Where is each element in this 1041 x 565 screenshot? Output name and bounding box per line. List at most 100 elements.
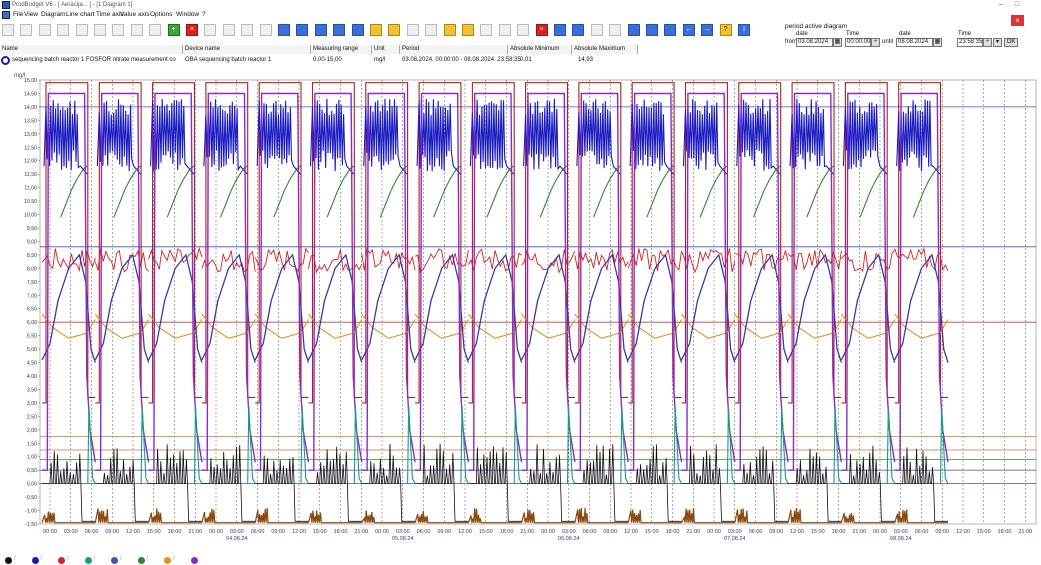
series-dot[interactable] bbox=[164, 557, 171, 564]
list-icon[interactable] bbox=[351, 24, 364, 36]
preview-icon[interactable] bbox=[75, 24, 88, 36]
axis-icon[interactable] bbox=[462, 24, 474, 36]
zoom-icon[interactable] bbox=[406, 24, 419, 36]
help-icon[interactable]: ? bbox=[719, 24, 732, 36]
series-navy bbox=[361, 253, 416, 363]
series-dot[interactable] bbox=[5, 557, 12, 564]
chart-icon[interactable] bbox=[204, 24, 217, 36]
close-button[interactable]: × bbox=[1011, 15, 1024, 26]
from-date-field[interactable]: 03.08.2024 bbox=[796, 38, 833, 47]
separator: / bbox=[40, 556, 43, 562]
x-tick-label: 15:00 bbox=[313, 529, 327, 535]
zoom-out-icon[interactable] bbox=[296, 24, 309, 36]
menu-value-axis[interactable]: Value axis bbox=[120, 11, 150, 18]
x-tick-label: 09:00 bbox=[603, 529, 617, 535]
import-icon[interactable] bbox=[609, 24, 622, 36]
fit-icon[interactable] bbox=[314, 24, 327, 36]
zoom-in-icon[interactable] bbox=[278, 24, 290, 36]
print-icon[interactable] bbox=[57, 24, 70, 36]
separator: / bbox=[93, 556, 96, 562]
delete2-icon[interactable]: × bbox=[535, 24, 548, 36]
menu-time-axis[interactable]: Time axis bbox=[96, 11, 124, 18]
row-name[interactable]: sequencing batch reactor 1 FOSFOR nitrat… bbox=[12, 57, 176, 63]
menu-help[interactable]: ? bbox=[202, 11, 206, 18]
header-range[interactable]: Measuring range bbox=[311, 45, 372, 54]
y-axis-label: mg/l bbox=[14, 73, 25, 79]
header-min[interactable]: Absolute Minimum bbox=[508, 45, 572, 54]
window2-icon[interactable] bbox=[388, 24, 401, 36]
range-icon[interactable] bbox=[443, 24, 456, 36]
menu-options[interactable]: Options bbox=[150, 11, 173, 18]
until-calendar-button[interactable]: ▦ bbox=[933, 38, 942, 47]
from-label: from bbox=[785, 39, 797, 45]
cut-icon[interactable] bbox=[130, 24, 143, 36]
from-time-spinner[interactable]: ÷ bbox=[871, 38, 880, 47]
maximize-button[interactable]: □ bbox=[1014, 1, 1020, 8]
open-icon[interactable] bbox=[20, 24, 33, 36]
delete-icon[interactable]: × bbox=[186, 24, 198, 36]
undo-icon[interactable] bbox=[149, 24, 162, 36]
save-icon[interactable] bbox=[38, 24, 51, 36]
scale-icon[interactable] bbox=[425, 24, 438, 36]
copy2-icon[interactable] bbox=[498, 24, 511, 36]
series-dot[interactable] bbox=[84, 557, 92, 564]
split-icon[interactable] bbox=[646, 24, 658, 36]
series-dot[interactable] bbox=[58, 557, 65, 564]
tile-icon[interactable] bbox=[664, 24, 677, 36]
minimize-button[interactable]: – bbox=[999, 1, 1003, 8]
series-step bbox=[42, 82, 96, 404]
menu-file[interactable]: File bbox=[13, 11, 24, 18]
series-brown bbox=[734, 508, 789, 524]
series-oscillation bbox=[469, 99, 515, 175]
header-max[interactable]: Absolute Maximum bbox=[572, 45, 638, 54]
menu-line-chart[interactable]: Line chart bbox=[66, 11, 95, 18]
until-date-field[interactable]: 08.08.2024 bbox=[896, 38, 933, 47]
header-period[interactable]: Period bbox=[400, 45, 508, 54]
forward-icon[interactable]: → bbox=[701, 24, 714, 36]
until-time-field[interactable]: 23:58:35 bbox=[957, 38, 983, 47]
menu-view[interactable]: View bbox=[24, 11, 38, 18]
copy-icon[interactable] bbox=[94, 24, 106, 36]
grid2-icon[interactable] bbox=[627, 24, 640, 36]
filter-icon[interactable] bbox=[554, 24, 566, 36]
back-icon[interactable]: ← bbox=[682, 24, 695, 36]
menu-window[interactable]: Window bbox=[176, 11, 200, 18]
x-tick-label: 15:00 bbox=[645, 529, 659, 535]
line-chart[interactable]: mg/l15,00 14,50 14,00 13,50 13,00 12,50 12,00 1… bbox=[0, 66, 1041, 555]
apply-button[interactable]: OK bbox=[1004, 38, 1018, 47]
new-icon[interactable] bbox=[2, 24, 14, 36]
info-icon[interactable]: i bbox=[738, 24, 750, 36]
from-calendar-button[interactable]: ▦ bbox=[833, 38, 842, 47]
tool-icon[interactable] bbox=[572, 24, 585, 36]
x-tick-label: 06:00 bbox=[251, 529, 265, 535]
series-brown bbox=[201, 508, 256, 524]
paste2-icon[interactable] bbox=[517, 24, 530, 36]
cut2-icon[interactable] bbox=[480, 24, 493, 36]
x-tick-label: 06:00 bbox=[85, 529, 99, 535]
series-brown bbox=[307, 510, 362, 524]
header-device[interactable]: Device name bbox=[183, 45, 311, 54]
window-icon[interactable] bbox=[370, 24, 382, 36]
menu-diagram[interactable]: Diagram bbox=[41, 11, 66, 18]
add-icon[interactable]: + bbox=[167, 24, 180, 36]
series-color-icon[interactable] bbox=[1, 56, 10, 65]
pin-icon[interactable] bbox=[333, 24, 346, 36]
paste-icon[interactable] bbox=[112, 24, 125, 36]
x-tick-label: 12:00 bbox=[790, 529, 804, 535]
dropdown-button[interactable]: ▾ bbox=[993, 38, 1002, 47]
header-name[interactable]: Name bbox=[0, 45, 183, 54]
series-navy bbox=[521, 253, 576, 363]
series-dot[interactable] bbox=[31, 557, 39, 564]
series-dot[interactable] bbox=[137, 557, 145, 564]
until-time-spinner[interactable]: ÷ bbox=[983, 38, 992, 47]
table-icon[interactable] bbox=[259, 24, 272, 36]
bar-icon[interactable] bbox=[222, 24, 235, 36]
header-unit[interactable]: Unit bbox=[372, 45, 400, 54]
export-icon[interactable] bbox=[590, 24, 603, 36]
grid-icon[interactable] bbox=[241, 24, 254, 36]
y-tick-label: 14,50 bbox=[24, 91, 37, 97]
series-dot[interactable] bbox=[111, 557, 118, 564]
from-time-field[interactable]: 00:00:00 bbox=[845, 38, 871, 47]
series-dot[interactable] bbox=[190, 557, 198, 564]
x-date-label: 08.08.24 bbox=[890, 536, 911, 542]
